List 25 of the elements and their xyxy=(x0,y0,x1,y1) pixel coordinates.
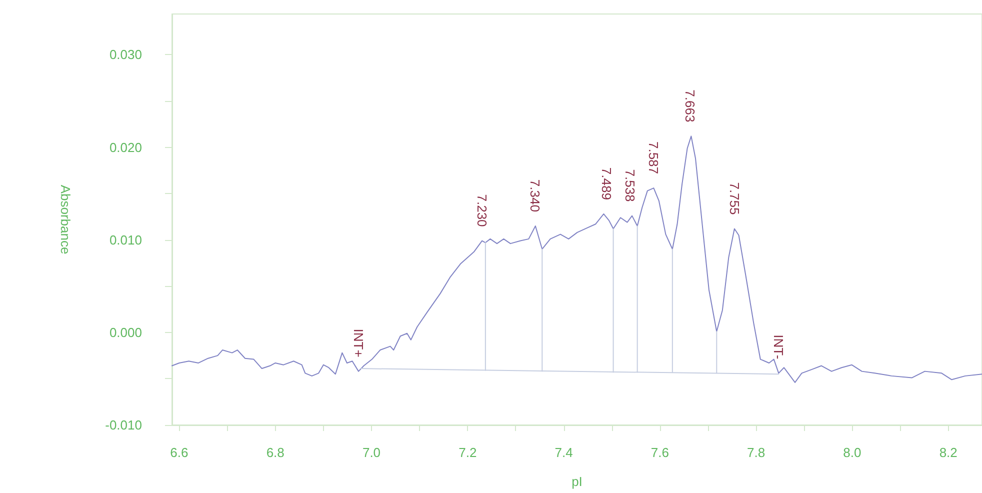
annotation: 7.340 xyxy=(527,179,542,212)
x-axis-title: pI xyxy=(572,474,582,489)
y-tick-label: 0.000 xyxy=(109,324,142,340)
annotation: 7.587 xyxy=(646,141,662,174)
x-tick-label: 7.0 xyxy=(362,445,381,460)
annotation: 7.755 xyxy=(726,182,742,215)
x-tick-label: 6.6 xyxy=(170,445,188,460)
x-tick-label: 7.2 xyxy=(458,445,477,460)
x-tick-label: 7.4 xyxy=(554,445,573,460)
x-tick-label: 6.8 xyxy=(266,445,284,460)
y-axis-title: Absorbance xyxy=(58,184,73,254)
y-tick-label: 0.020 xyxy=(109,140,142,155)
x-tick-label: 7.6 xyxy=(650,445,669,460)
annotation: INT+ xyxy=(351,328,366,358)
annotation: 7.489 xyxy=(599,167,614,200)
annotation: 7.230 xyxy=(474,194,490,227)
x-tick-label: 8.2 xyxy=(939,445,958,460)
x-tick-label: 8.0 xyxy=(843,445,862,460)
y-tick-label: 0.010 xyxy=(109,232,142,248)
y-tick-label: 0.030 xyxy=(109,47,142,62)
annotation: INT- xyxy=(771,334,786,360)
annotation: 7.538 xyxy=(622,169,638,202)
annotation: 7.663 xyxy=(682,90,698,122)
x-tick-label: 7.8 xyxy=(747,445,766,460)
y-tick-label: -0.010 xyxy=(105,418,142,432)
